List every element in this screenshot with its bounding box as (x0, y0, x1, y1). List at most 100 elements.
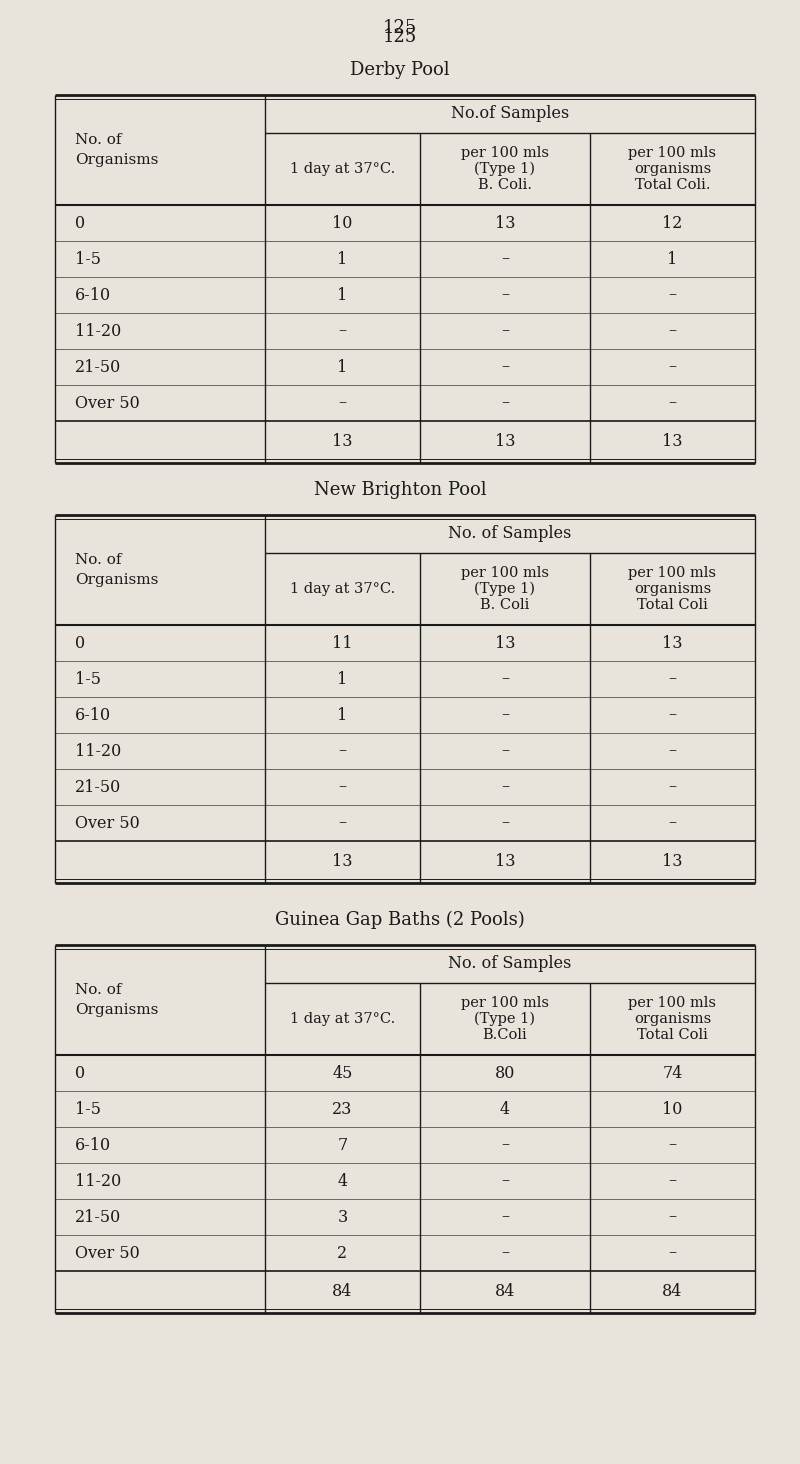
Text: 1: 1 (338, 250, 348, 268)
Text: per 100 mls: per 100 mls (629, 567, 717, 580)
Text: –: – (501, 671, 509, 688)
Text: 13: 13 (494, 634, 515, 651)
Text: 45: 45 (332, 1064, 353, 1082)
Text: –: – (669, 1244, 677, 1262)
Text: 6-10: 6-10 (75, 1136, 111, 1154)
Text: 6-10: 6-10 (75, 287, 111, 303)
Text: B. Coli: B. Coli (480, 597, 530, 612)
Text: (Type 1): (Type 1) (474, 581, 535, 596)
Text: –: – (338, 322, 346, 340)
Text: –: – (501, 1173, 509, 1189)
Text: 23: 23 (332, 1101, 353, 1117)
Text: 1 day at 37°C.: 1 day at 37°C. (290, 1012, 395, 1026)
Text: 0: 0 (75, 1064, 85, 1082)
Text: –: – (669, 1208, 677, 1225)
Text: Over 50: Over 50 (75, 1244, 140, 1262)
Text: –: – (669, 359, 677, 375)
Text: –: – (501, 359, 509, 375)
Text: 10: 10 (662, 1101, 682, 1117)
Text: per 100 mls: per 100 mls (629, 996, 717, 1010)
Text: –: – (501, 779, 509, 795)
Text: per 100 mls: per 100 mls (629, 146, 717, 160)
Text: –: – (669, 814, 677, 832)
Text: –: – (501, 742, 509, 760)
Text: 7: 7 (338, 1136, 348, 1154)
Text: 3: 3 (338, 1208, 348, 1225)
Text: organisms: organisms (634, 583, 711, 596)
Text: No. of: No. of (75, 133, 122, 146)
Text: 0: 0 (75, 634, 85, 651)
Text: 1-5: 1-5 (75, 1101, 101, 1117)
Text: –: – (669, 779, 677, 795)
Text: 21-50: 21-50 (75, 359, 122, 375)
Text: 11-20: 11-20 (75, 742, 122, 760)
Text: 11-20: 11-20 (75, 322, 122, 340)
Text: –: – (501, 814, 509, 832)
Text: B. Coli.: B. Coli. (478, 179, 532, 192)
Text: 1: 1 (338, 671, 348, 688)
Text: organisms: organisms (634, 163, 711, 176)
Text: 13: 13 (332, 433, 353, 451)
Text: 10: 10 (332, 215, 353, 231)
Text: per 100 mls: per 100 mls (461, 567, 549, 580)
Text: 2: 2 (338, 1244, 347, 1262)
Text: –: – (338, 814, 346, 832)
Text: 21-50: 21-50 (75, 779, 122, 795)
Text: 80: 80 (495, 1064, 515, 1082)
Text: Derby Pool: Derby Pool (350, 61, 450, 79)
Text: 1 day at 37°C.: 1 day at 37°C. (290, 583, 395, 596)
Text: 84: 84 (495, 1284, 515, 1300)
Text: No. of Samples: No. of Samples (448, 956, 572, 972)
Text: 6-10: 6-10 (75, 707, 111, 723)
Text: 0: 0 (75, 215, 85, 231)
Text: Organisms: Organisms (75, 1003, 158, 1017)
Text: 13: 13 (662, 634, 682, 651)
Text: New Brighton Pool: New Brighton Pool (314, 482, 486, 499)
Text: –: – (501, 394, 509, 411)
Text: 13: 13 (494, 854, 515, 871)
Text: organisms: organisms (634, 1012, 711, 1026)
Text: Over 50: Over 50 (75, 814, 140, 832)
Text: No.of Samples: No.of Samples (451, 105, 569, 123)
Text: –: – (338, 779, 346, 795)
Text: 1: 1 (667, 250, 678, 268)
Text: 74: 74 (662, 1064, 682, 1082)
Text: 12: 12 (662, 215, 682, 231)
Text: No. of Samples: No. of Samples (448, 526, 572, 543)
Text: –: – (501, 1244, 509, 1262)
Text: –: – (669, 322, 677, 340)
Text: Total Coli.: Total Coli. (634, 179, 710, 192)
Text: –: – (338, 742, 346, 760)
Text: Guinea Gap Baths (2 Pools): Guinea Gap Baths (2 Pools) (275, 911, 525, 930)
Text: 4: 4 (338, 1173, 347, 1189)
Text: Total Coli: Total Coli (637, 597, 708, 612)
Text: –: – (669, 1136, 677, 1154)
Text: –: – (501, 322, 509, 340)
Text: 4: 4 (500, 1101, 510, 1117)
Text: –: – (501, 1208, 509, 1225)
Text: –: – (501, 287, 509, 303)
Text: –: – (669, 287, 677, 303)
Text: –: – (669, 671, 677, 688)
Text: Organisms: Organisms (75, 572, 158, 587)
Text: 13: 13 (494, 215, 515, 231)
Text: Total Coli: Total Coli (637, 1028, 708, 1042)
Text: –: – (669, 1173, 677, 1189)
Text: per 100 mls: per 100 mls (461, 996, 549, 1010)
Text: 1-5: 1-5 (75, 671, 101, 688)
Text: No. of: No. of (75, 553, 122, 567)
Text: No. of: No. of (75, 982, 122, 997)
Text: 13: 13 (332, 854, 353, 871)
Text: 11-20: 11-20 (75, 1173, 122, 1189)
Text: per 100 mls: per 100 mls (461, 146, 549, 160)
Text: (Type 1): (Type 1) (474, 1012, 535, 1026)
Text: –: – (501, 250, 509, 268)
Text: 1: 1 (338, 359, 348, 375)
Text: Over 50: Over 50 (75, 394, 140, 411)
Text: (Type 1): (Type 1) (474, 163, 535, 176)
Text: 1 day at 37°C.: 1 day at 37°C. (290, 163, 395, 176)
Text: 84: 84 (332, 1284, 353, 1300)
Text: –: – (501, 1136, 509, 1154)
Text: 13: 13 (662, 854, 682, 871)
Text: 21-50: 21-50 (75, 1208, 122, 1225)
